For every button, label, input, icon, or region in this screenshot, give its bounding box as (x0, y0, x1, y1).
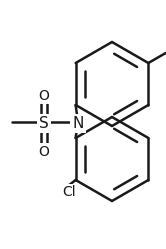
Text: O: O (39, 88, 49, 103)
Text: N: N (72, 116, 84, 131)
Text: S: S (39, 116, 49, 131)
Text: Cl: Cl (62, 186, 75, 199)
Text: O: O (39, 144, 49, 159)
